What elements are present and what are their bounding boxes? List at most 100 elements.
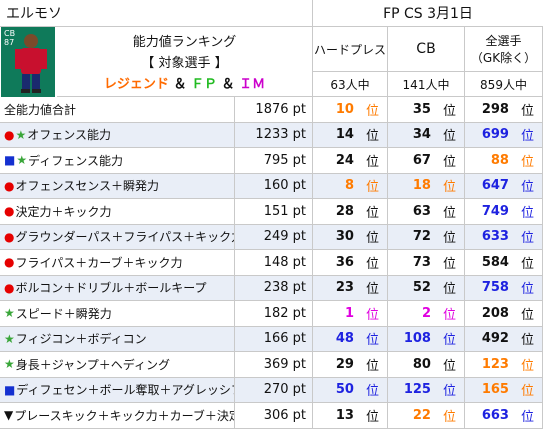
row-label: ■ ディフェセン＋ボール奪取＋アグレッシブ [0,377,235,403]
row-marker-icon: ● [4,255,15,270]
rank-unit: 位 [365,333,379,349]
row-rank-1: 22 位 [388,403,465,429]
rank-unit: 位 [442,256,456,272]
rank-unit: 位 [442,205,456,221]
rank-value: 13 [335,407,354,423]
row-label-text: ディフェセン＋ボール奪取＋アグレッシブ [16,383,235,398]
row-label-text: オフェンスセンス＋瞬発力 [15,179,160,194]
column-subheader-1: 141人中 [388,72,465,97]
row-points: 369 pt [235,352,313,378]
rank-value: 29 [335,356,354,372]
rank-value: 18 [412,178,431,194]
row-marker-icon: ■ [4,382,16,397]
row-label-text: ディフェンス能力 [28,153,124,168]
row-rank-0: 50 位 [313,377,388,403]
rank-value: 8 [344,178,354,194]
rank-unit: 位 [520,358,534,374]
rank-unit: 位 [442,282,456,298]
row-marker-icon: ★ [4,306,15,321]
row-rank-0: 23 位 [313,275,388,301]
row-marker-icon: ★ [16,153,28,168]
row-marker-icon: ★ [4,331,15,346]
row-marker-icon: ● [4,178,15,193]
rank-value: 80 [412,356,431,372]
row-points: 182 pt [235,301,313,327]
rank-unit: 位 [365,205,379,221]
rank-unit: 位 [365,409,379,425]
row-rank-2: 584 位 [465,250,543,276]
rank-value: 34 [412,127,431,143]
player-photo-icon [1,27,55,97]
rank-unit: 位 [365,180,379,196]
rank-value: 663 [481,407,509,423]
row-marker-icon: ● [4,280,15,295]
rank-value: 1 [344,305,354,321]
rank-value: 14 [335,127,354,143]
row-rank-1: 80 位 [388,352,465,378]
rank-value: 22 [412,407,431,423]
rank-unit: 位 [520,282,534,298]
rank-unit: 位 [442,409,456,425]
row-rank-0: 13 位 [313,403,388,429]
row-rank-2: 208 位 [465,301,543,327]
player-card-image: CB 87 [1,27,55,97]
row-marker-icon: ● [4,229,15,244]
row-label-text: オフェンス能力 [27,128,112,143]
row-marker-icon: ● [4,204,15,219]
row-rank-2: 88 位 [465,148,543,174]
row-rank-0: 29 位 [313,352,388,378]
rank-value: 72 [412,229,431,245]
rank-value: 208 [481,305,509,321]
row-rank-1: 35 位 [388,97,465,123]
rank-value: 24 [335,152,354,168]
row-label-text: スピード＋瞬発力 [15,306,112,321]
rank-value: 125 [403,382,431,398]
row-rank-2: 758 位 [465,275,543,301]
column-header-2: 全選手 （GK除く） [465,27,543,72]
rank-value: 758 [481,280,509,296]
row-points: 1233 pt [235,122,313,148]
rank-unit: 位 [365,129,379,145]
column-header-1: CB [388,27,465,72]
rank-value: 165 [481,382,509,398]
row-rank-2: 165 位 [465,377,543,403]
rank-unit: 位 [520,103,534,119]
rank-value: 123 [481,356,509,372]
rank-value: 584 [481,254,509,270]
rank-unit: 位 [365,231,379,247]
row-rank-2: 699 位 [465,122,543,148]
rank-value: 50 [335,382,354,398]
row-marker-icon: ★ [15,127,27,142]
row-rank-2: 492 位 [465,326,543,352]
row-rank-0: 48 位 [313,326,388,352]
rank-unit: 位 [442,129,456,145]
rank-unit: 位 [442,307,456,323]
row-marker-icon: ★ [4,357,15,372]
row-label: ▼ プレースキック＋キック力＋カーブ＋決定力 [0,403,235,429]
row-label-text: 全能力値合計 [4,102,77,117]
player-name: エルモソ [0,0,313,27]
row-rank-0: 10 位 [313,97,388,123]
rank-unit: 位 [365,358,379,374]
row-points: 160 pt [235,173,313,199]
rank-value: 647 [481,178,509,194]
row-label: ★ 身長＋ジャンプ＋ヘディング [0,352,235,378]
row-rank-1: 125 位 [388,377,465,403]
row-label-text: プレースキック＋キック力＋カーブ＋決定力 [14,408,235,423]
row-rank-2: 749 位 [465,199,543,225]
row-label-text: 決定力＋キック力 [15,204,112,219]
row-points: 151 pt [235,199,313,225]
row-rank-2: 298 位 [465,97,543,123]
rank-value: 36 [335,254,354,270]
rank-unit: 位 [442,180,456,196]
row-rank-1: 72 位 [388,224,465,250]
row-label: ● 決定力＋キック力 [0,199,235,225]
row-label: ● オフェンスセンス＋瞬発力 [0,173,235,199]
rank-value: 699 [481,127,509,143]
card-position: CB 87 [4,29,16,47]
row-label: ● ボルコン＋ドリブル＋ボールキープ [0,275,235,301]
row-marker-icon: ■ [4,153,16,168]
